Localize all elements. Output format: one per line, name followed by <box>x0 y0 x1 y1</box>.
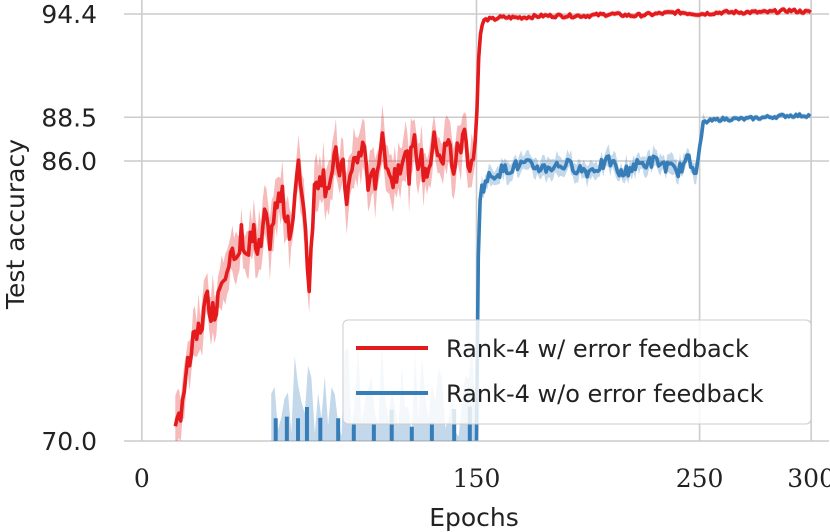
y-tick-label: 94.4 <box>41 0 97 29</box>
series-line-without-feedback <box>474 112 812 441</box>
x-axis-label: Epochs <box>429 503 519 532</box>
x-axis-ticks: 0 150 250 300 <box>134 464 830 493</box>
series-line-with-feedback <box>173 7 812 427</box>
x-tick-label: 250 <box>676 464 724 493</box>
line-without-feedback-early <box>273 406 472 441</box>
y-tick-label: 70.0 <box>41 427 97 456</box>
legend: Rank-4 w/ error feedback Rank-4 w/o erro… <box>342 319 812 425</box>
y-tick-label: 88.5 <box>41 103 97 132</box>
x-tick-label: 300 <box>787 464 830 493</box>
legend-label-with-feedback: Rank-4 w/ error feedback <box>446 335 749 363</box>
legend-box <box>342 319 812 425</box>
x-tick-label: 150 <box>453 464 501 493</box>
legend-label-without-feedback: Rank-4 w/o error feedback <box>446 380 764 408</box>
y-tick-label: 86.0 <box>41 147 97 176</box>
y-axis-ticks: 70.0 86.0 88.5 94.4 <box>41 0 97 456</box>
x-tick-label: 0 <box>134 464 150 493</box>
y-axis-label: Test accuracy <box>1 139 30 310</box>
